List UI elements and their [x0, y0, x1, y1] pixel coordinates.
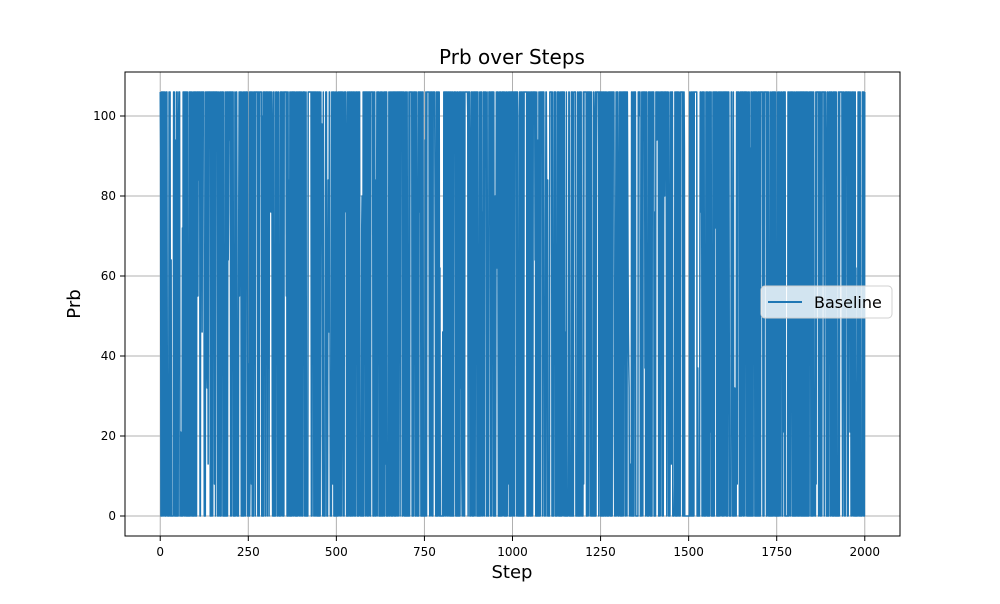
- y-axis-label: Prb: [64, 289, 85, 318]
- x-tick-label-3: 750: [413, 545, 436, 559]
- x-tick-label-0: 0: [156, 545, 164, 559]
- y-tick-label-4: 80: [101, 189, 116, 203]
- y-tick-label-2: 40: [101, 349, 116, 363]
- x-tick-label-7: 1750: [761, 545, 792, 559]
- x-tick-label-6: 1500: [673, 545, 704, 559]
- y-tick-label-0: 0: [108, 509, 116, 523]
- x-tick-label-1: 250: [237, 545, 260, 559]
- y-tick-label-5: 100: [93, 109, 116, 123]
- y-tick-label-1: 20: [101, 429, 116, 443]
- x-axis-label: Step: [492, 562, 533, 583]
- legend: Baseline: [760, 285, 893, 319]
- series-line-baseline: [159, 91, 866, 517]
- legend-box: [760, 285, 893, 319]
- data-layer: [159, 91, 866, 517]
- y-tick-label-3: 60: [101, 269, 116, 283]
- legend-label-baseline: Baseline: [814, 293, 882, 312]
- x-tick-label-2: 500: [325, 545, 348, 559]
- ticks-layer: 0 250 500 750 1000 1250 1500 1750 2000 0 20 40 60 80 1…: [93, 109, 880, 559]
- x-tick-label-5: 1250: [585, 545, 616, 559]
- x-tick-label-4: 1000: [497, 545, 528, 559]
- chart-title: Prb over Steps: [439, 45, 585, 69]
- x-tick-label-8: 2000: [849, 545, 880, 559]
